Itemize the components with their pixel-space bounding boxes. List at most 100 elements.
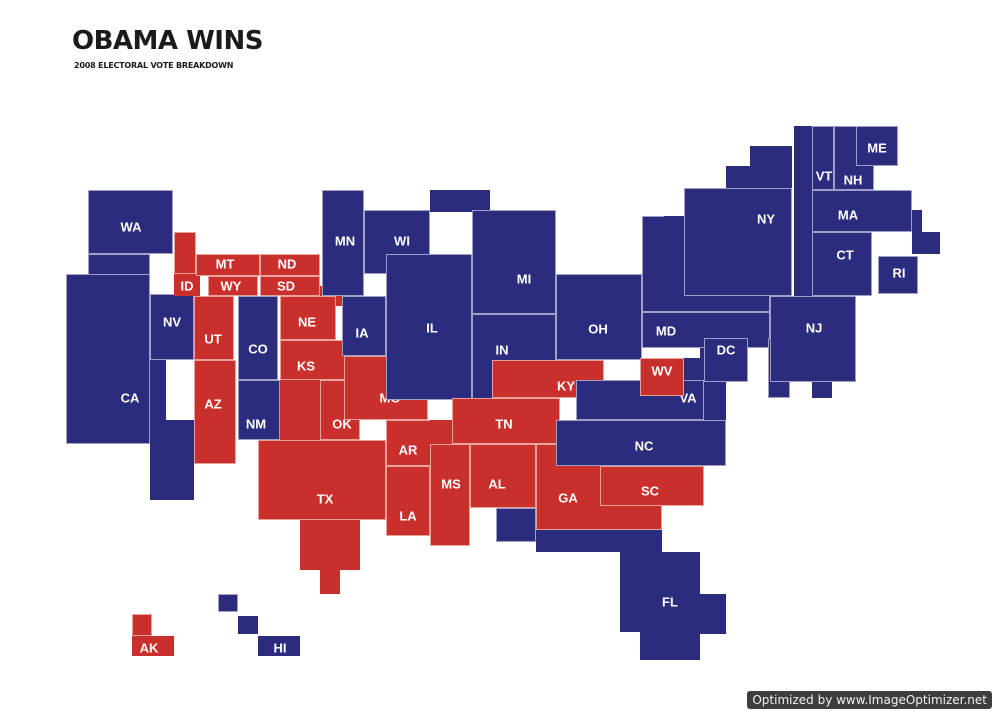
state-label-hi: HI xyxy=(274,641,287,656)
state-border-wy xyxy=(208,276,258,296)
state-label-ri: RI xyxy=(893,266,906,281)
state-border-ne xyxy=(280,296,336,340)
state-border-id xyxy=(174,232,196,274)
state-border-ut xyxy=(194,296,234,360)
state-border-tx xyxy=(258,440,386,520)
state-border-wv xyxy=(640,358,684,396)
state-label-sc: SC xyxy=(641,484,660,499)
state-label-il: IL xyxy=(426,321,438,336)
state-ca: CA xyxy=(66,274,194,500)
state-block-wy-0 xyxy=(208,276,258,296)
state-block-tn-1 xyxy=(430,420,452,444)
state-ks: KS xyxy=(280,340,346,380)
state-ar: AR xyxy=(386,420,432,466)
state-block-la-0 xyxy=(386,466,430,536)
state-oh: OH xyxy=(556,274,642,360)
state-label-mi: MI xyxy=(517,272,531,287)
state-block-ma-1 xyxy=(872,210,922,232)
state-border-nj xyxy=(770,296,856,382)
state-fl: FL xyxy=(496,508,726,660)
state-block-ar-0 xyxy=(386,420,432,466)
state-label-sd: SD xyxy=(277,279,295,294)
state-label-ms: MS xyxy=(441,477,461,492)
state-label-nc: NC xyxy=(635,439,654,454)
state-border-ri xyxy=(878,256,918,294)
state-block-ak-1 xyxy=(132,636,174,656)
state-label-ma: MA xyxy=(838,208,859,223)
state-block-ny-1 xyxy=(726,166,792,188)
state-border-ca xyxy=(66,274,150,444)
state-ny: NY xyxy=(664,126,812,296)
state-block-id-1 xyxy=(174,274,200,296)
state-border-mn xyxy=(322,190,364,296)
state-block-hi-0 xyxy=(218,594,238,612)
state-label-nj: NJ xyxy=(806,321,823,336)
state-block-az-0 xyxy=(194,360,236,464)
state-block-nd-0 xyxy=(260,254,320,276)
state-block-nv-1 xyxy=(170,330,194,360)
watermark-badge: Optimized by www.ImageOptimizer.net xyxy=(747,691,992,709)
state-border-hi xyxy=(218,594,238,612)
state-block-fl-4 xyxy=(700,594,726,634)
state-block-ms-0 xyxy=(430,444,470,546)
state-al: AL xyxy=(470,444,536,508)
state-border-sc xyxy=(600,466,704,506)
page-title: OBAMA WINS xyxy=(72,26,263,56)
state-label-nd: ND xyxy=(278,257,297,272)
state-block-ca-1 xyxy=(150,360,166,500)
state-border-la xyxy=(386,466,430,536)
state-block-vt-0 xyxy=(812,126,834,190)
state-block-fl-1 xyxy=(536,530,662,552)
state-mn: MN xyxy=(322,190,364,296)
state-border-wa xyxy=(88,190,173,254)
state-label-wa: WA xyxy=(121,220,143,235)
state-border-ms xyxy=(430,444,470,546)
state-label-ar: AR xyxy=(399,443,418,458)
state-block-hi-2 xyxy=(258,636,300,656)
state-label-md: MD xyxy=(656,324,676,339)
state-az: AZ xyxy=(194,360,236,464)
state-mi: MI xyxy=(430,190,556,314)
state-block-ak-0 xyxy=(132,614,152,636)
state-label-oh: OH xyxy=(588,322,608,337)
state-border-co xyxy=(238,296,278,380)
state-label-ks: KS xyxy=(297,359,315,374)
state-block-ny-3 xyxy=(794,126,812,296)
state-block-fl-3 xyxy=(640,580,700,660)
state-ri: RI xyxy=(878,256,918,294)
state-label-ut: UT xyxy=(204,332,221,347)
state-hi: HI xyxy=(218,594,300,656)
state-block-ma-2 xyxy=(912,232,940,254)
state-il: IL xyxy=(386,254,472,400)
state-border-nd xyxy=(260,254,320,276)
state-block-tx-4 xyxy=(344,440,386,470)
state-ak: AK xyxy=(132,614,174,656)
state-label-dc: DC xyxy=(717,343,736,358)
state-wv: WV xyxy=(640,358,684,396)
state-mt: MT xyxy=(196,254,260,276)
state-block-mn-0 xyxy=(322,190,364,296)
state-block-ca-0 xyxy=(66,274,150,444)
state-border-ky xyxy=(492,360,604,398)
state-dc: DC xyxy=(704,338,748,382)
state-block-mt-0 xyxy=(196,254,260,276)
state-block-ct-0 xyxy=(812,232,872,296)
state-block-hi-1 xyxy=(238,616,258,634)
state-label-wy: WY xyxy=(221,279,242,294)
state-block-ok-1 xyxy=(280,380,320,400)
state-wy: WY xyxy=(208,276,258,296)
state-block-nj-0 xyxy=(770,296,856,382)
state-block-nm-0 xyxy=(238,380,280,440)
state-block-la-1 xyxy=(410,490,428,500)
state-wa: WA xyxy=(88,190,173,254)
state-label-ky: KY xyxy=(557,379,575,394)
state-sd: SD xyxy=(260,276,320,296)
state-block-tn-0 xyxy=(452,398,560,444)
state-block-al-0 xyxy=(470,444,536,508)
state-label-nv: NV xyxy=(163,315,181,330)
state-border-nv xyxy=(150,294,194,360)
state-label-mn: MN xyxy=(335,234,355,249)
state-label-al: AL xyxy=(488,477,505,492)
state-label-ia: IA xyxy=(356,326,370,341)
